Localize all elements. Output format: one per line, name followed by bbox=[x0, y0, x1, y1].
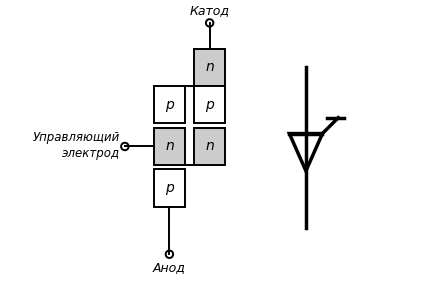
Bar bbox=[154, 169, 185, 207]
Text: n: n bbox=[205, 139, 214, 154]
Text: p: p bbox=[165, 98, 174, 112]
Text: Анод: Анод bbox=[153, 261, 186, 275]
Text: p: p bbox=[165, 181, 174, 195]
Text: Катод: Катод bbox=[190, 4, 230, 17]
Text: Управляющий
электрод: Управляющий электрод bbox=[33, 131, 120, 160]
Bar bbox=[154, 128, 185, 165]
Bar bbox=[154, 86, 185, 123]
Bar bbox=[194, 49, 225, 86]
Text: n: n bbox=[165, 139, 174, 154]
Bar bbox=[194, 128, 225, 165]
Text: n: n bbox=[205, 60, 214, 74]
Text: p: p bbox=[205, 98, 214, 112]
Bar bbox=[194, 86, 225, 123]
